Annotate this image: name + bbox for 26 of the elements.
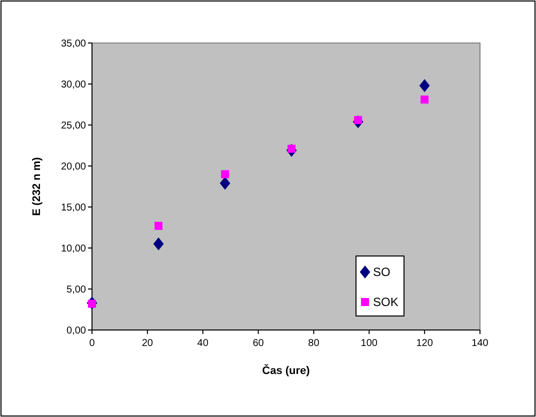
x-tick-label: 80 <box>308 338 320 349</box>
y-tick-label: 25,00 <box>60 120 86 132</box>
y-tick-label: 35,00 <box>60 38 86 50</box>
x-tick-label: 120 <box>416 338 434 349</box>
point <box>220 176 230 190</box>
y-tick-label: 20,00 <box>60 162 86 172</box>
point <box>419 79 430 92</box>
x-tick-label: 140 <box>472 338 489 349</box>
y-axis-title: E (232 n m) <box>31 156 43 216</box>
point <box>154 222 163 230</box>
x-tick-label: 100 <box>360 338 378 349</box>
point <box>420 96 429 104</box>
x-tick-label: 40 <box>197 338 209 349</box>
legend-label: SOK <box>373 295 398 310</box>
x-axis-title: Čas (ure) <box>262 364 310 377</box>
y-tick-label: 15,00 <box>60 202 86 214</box>
legend-label: SO <box>373 265 390 280</box>
x-tick-label: 60 <box>252 338 264 349</box>
point <box>221 170 230 178</box>
x-tick-label: 0 <box>89 338 96 349</box>
y-tick-label: 10,00 <box>60 244 86 254</box>
y-tick-label: 0,00 <box>66 326 86 336</box>
y-tick-label: 30,00 <box>60 80 86 90</box>
x-tick-label: 20 <box>142 338 154 349</box>
y-tick-label: 5,00 <box>66 284 86 296</box>
point <box>153 237 164 250</box>
